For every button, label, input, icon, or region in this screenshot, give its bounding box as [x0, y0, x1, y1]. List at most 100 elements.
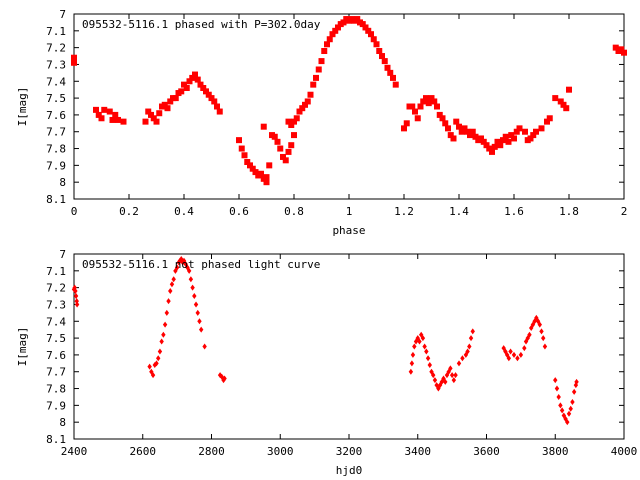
data-point: [198, 326, 204, 333]
data-point: [468, 335, 474, 342]
data-point: [293, 115, 300, 122]
data-point: [387, 69, 394, 76]
data-point: [263, 179, 270, 186]
data-point: [195, 309, 200, 316]
data-point: [571, 388, 577, 395]
data-point: [169, 281, 175, 288]
data-point: [74, 301, 80, 308]
data-point: [154, 360, 159, 367]
data-point: [252, 169, 259, 176]
data-point: [150, 372, 156, 379]
data-point: [288, 122, 295, 128]
y-tick-label: 8.1: [46, 433, 66, 446]
y-tick-label: 8.1: [46, 193, 66, 206]
data-point: [186, 267, 192, 274]
data-point: [168, 288, 173, 294]
data-point: [461, 125, 468, 132]
data-point: [559, 407, 565, 414]
data-point: [401, 125, 407, 132]
data-point: [472, 133, 479, 140]
data-point: [296, 108, 303, 115]
data-point: [285, 148, 292, 155]
plot-frame: [73, 253, 625, 440]
data-point: [546, 115, 553, 122]
data-point: [115, 116, 121, 123]
data-point: [412, 343, 417, 350]
data-point: [566, 410, 572, 417]
data-point: [469, 128, 476, 135]
data-point: [315, 66, 322, 73]
data-point: [568, 405, 573, 412]
data-point: [511, 135, 517, 142]
data-point: [177, 257, 183, 264]
data-point: [202, 343, 207, 350]
data-point: [442, 120, 449, 127]
x-tick-label: 3200: [336, 445, 363, 458]
data-point: [494, 138, 501, 145]
data-point: [186, 78, 193, 85]
data-point: [511, 351, 517, 358]
x-tick-label: 3000: [267, 445, 294, 458]
data-point: [161, 101, 168, 108]
data-point: [425, 100, 432, 107]
data-point: [409, 360, 415, 367]
data-point: [489, 148, 495, 155]
x-tick-label: 3400: [405, 445, 432, 458]
data-point: [508, 348, 513, 355]
x-tick-label: 0.8: [284, 205, 304, 218]
data-point: [556, 393, 561, 400]
data-point: [443, 378, 448, 385]
x-tick-label: 2800: [198, 445, 225, 458]
data-point: [291, 132, 297, 139]
data-point: [537, 321, 542, 328]
data-point: [359, 21, 366, 28]
data-point: [313, 74, 319, 81]
data-point: [566, 86, 572, 93]
data-point: [157, 348, 163, 355]
data-point: [381, 58, 388, 65]
data-point: [420, 98, 427, 105]
x-tick-label: 3800: [542, 445, 569, 458]
data-point: [376, 48, 383, 54]
data-point: [71, 59, 77, 66]
x-tick-label: 2600: [130, 445, 157, 458]
data-point: [192, 71, 198, 78]
data-point: [200, 85, 207, 91]
data-point: [219, 373, 225, 380]
data-point: [570, 399, 575, 405]
y-tick-label: 7.4: [46, 315, 66, 328]
x-tick-label: 3600: [473, 445, 500, 458]
data-point: [450, 135, 457, 142]
data-point: [310, 81, 317, 88]
data-point: [491, 143, 498, 150]
x-tick-label: 1.8: [559, 205, 579, 218]
data-point: [172, 95, 179, 102]
data-point: [392, 81, 399, 88]
data-point: [464, 128, 471, 135]
data-point: [527, 135, 534, 142]
y-tick-label: 8: [59, 176, 66, 189]
y-tick-label: 7.3: [46, 58, 66, 71]
data-point: [205, 91, 212, 98]
y-tick-label: 7.7: [46, 366, 66, 379]
data-point: [449, 372, 455, 379]
data-point: [448, 365, 453, 372]
data-series: [71, 256, 579, 426]
data-point: [329, 31, 336, 38]
data-point: [513, 128, 520, 135]
data-point: [189, 74, 196, 81]
data-point: [271, 133, 278, 140]
data-point: [467, 132, 473, 139]
data-point: [249, 165, 256, 172]
data-point: [425, 355, 431, 362]
data-point: [410, 351, 416, 358]
data-point: [98, 115, 105, 122]
data-point: [221, 377, 226, 384]
data-point: [478, 135, 484, 142]
data-point: [93, 106, 99, 113]
data-point: [197, 81, 204, 88]
data-point: [542, 343, 548, 350]
x-tick-label: 2: [621, 205, 628, 218]
data-point: [244, 159, 251, 165]
data-point: [335, 24, 341, 31]
